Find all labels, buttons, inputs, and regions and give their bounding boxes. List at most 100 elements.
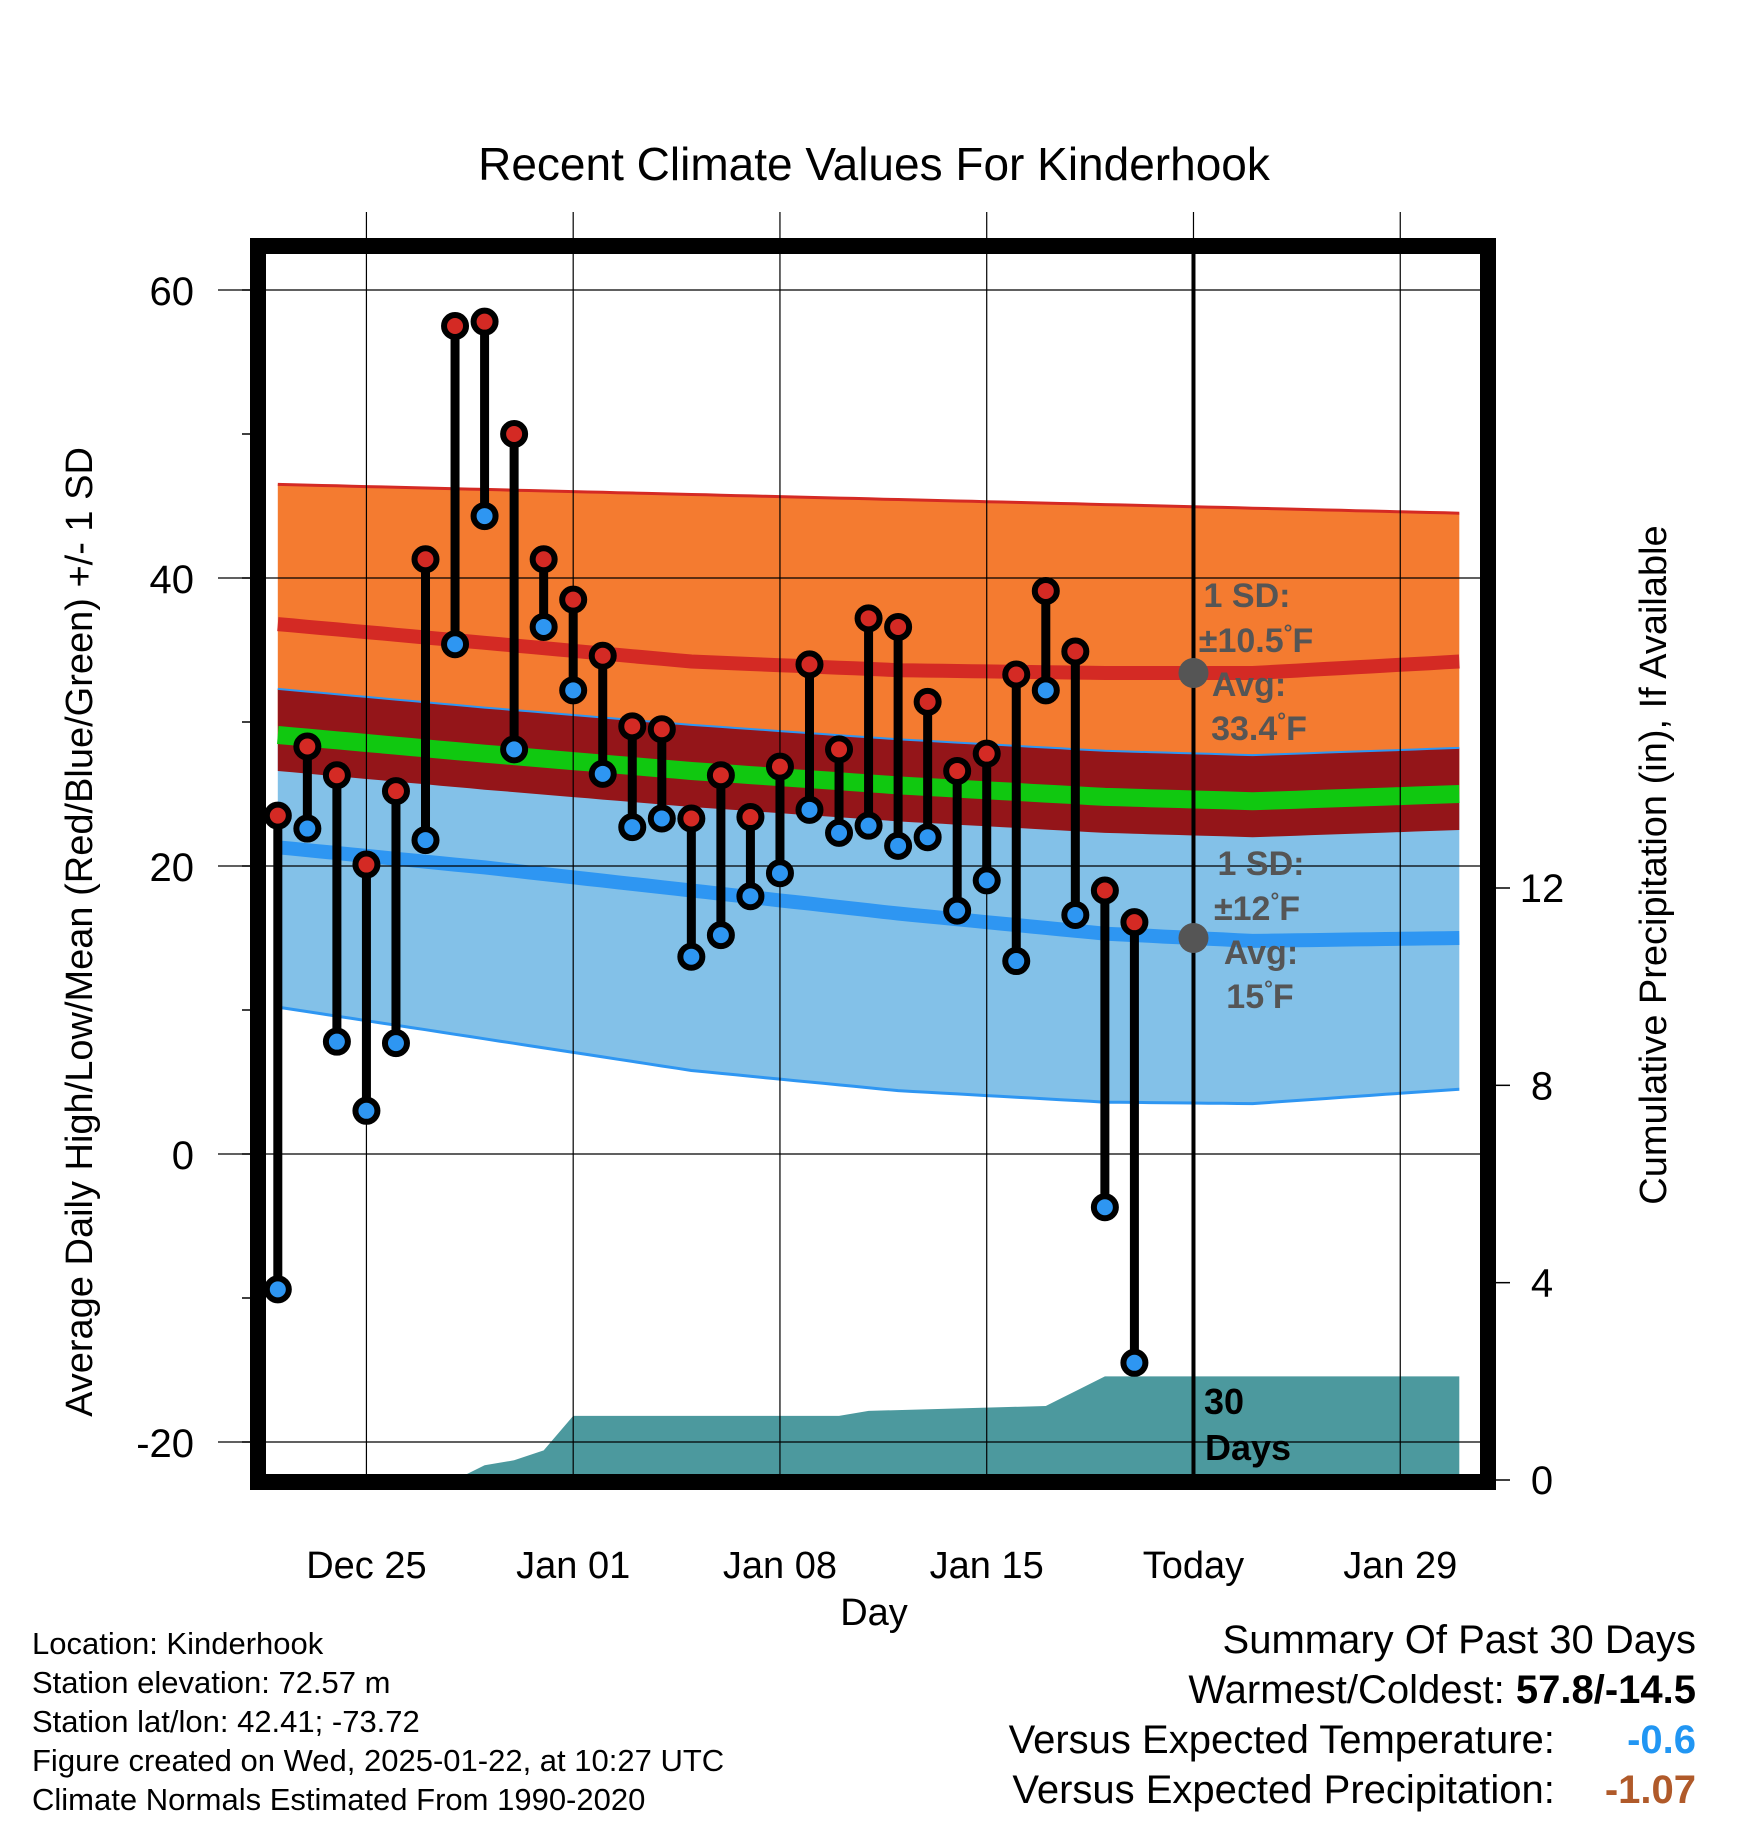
elevation-text: Station elevation: 72.57 m: [32, 1665, 391, 1700]
precip-annotation-group: 30 Days: [1204, 1381, 1291, 1468]
high-point: [411, 545, 440, 574]
high-point: [618, 712, 647, 741]
low-avg-label: Avg:: [1224, 934, 1298, 972]
high-point: [263, 801, 292, 830]
low-point: [441, 630, 470, 659]
y-tick-label: 20: [150, 846, 195, 890]
precip-anomaly-value: -1.07: [1604, 1768, 1696, 1812]
high-point: [825, 735, 854, 764]
low-point: [736, 882, 765, 911]
high-point: [322, 761, 351, 790]
high-point: [381, 777, 410, 806]
latlon-text: Station lat/lon: 42.41; -73.72: [32, 1704, 420, 1739]
temp-anomaly-value: -0.6: [1627, 1718, 1696, 1762]
high-point: [647, 715, 676, 744]
warm-cold-value: 57.8/-14.5: [1515, 1668, 1696, 1712]
high-point: [736, 803, 765, 832]
x-tick-label: Jan 01: [516, 1545, 630, 1587]
low-point: [263, 1275, 292, 1304]
high-point: [588, 641, 617, 670]
x-tick-label: Dec 25: [306, 1545, 426, 1587]
high-point: [1090, 876, 1119, 905]
high-point: [1002, 660, 1031, 689]
temp-anomaly-label: Versus Expected Temperature:: [1008, 1718, 1555, 1762]
x-tick-label: Jan 29: [1343, 1545, 1457, 1587]
high-point: [677, 804, 706, 833]
high-point: [500, 420, 529, 448]
low-lower-line: [277, 1005, 1460, 1106]
y2-tick-label: 4: [1531, 1262, 1553, 1306]
high-point: [1031, 576, 1060, 605]
low-point: [1120, 1348, 1149, 1377]
precip-days-number: 30: [1204, 1381, 1244, 1422]
y2-tick-label: 0: [1531, 1459, 1553, 1503]
location-text: Location: Kinderhook: [32, 1626, 324, 1661]
high-point: [470, 307, 499, 336]
station-info: Location: Kinderhook Station elevation: …: [32, 1624, 724, 1819]
high-avg-value: 33.4°F: [1211, 708, 1307, 748]
today-high-avg-marker: [1178, 658, 1209, 689]
high-upper-line: [277, 482, 1460, 515]
annotations-group: 1 SD: ±10.5°F Avg: 33.4°F 1 SD: ±12°F Avg: 15°F: [1199, 577, 1313, 1016]
low-point: [618, 813, 647, 842]
low-point: [943, 896, 972, 925]
x-tick-label: Jan 15: [930, 1545, 1044, 1587]
low-point: [972, 866, 1001, 895]
high-point: [1120, 908, 1149, 937]
normals-text: Climate Normals Estimated From 1990-2020: [32, 1782, 646, 1817]
low-point: [381, 1029, 410, 1058]
axes-group: -20 0 20 40 60 0 4 8 12 Dec 25 Jan 01 Jan 08 Jan 15 T…: [136, 270, 1564, 1587]
low-point: [647, 804, 676, 833]
precip-anomaly-label: Versus Expected Precipitation:: [1012, 1768, 1555, 1812]
high-point: [706, 761, 735, 790]
low-avg-value: 15°F: [1226, 976, 1293, 1016]
chart-title: Recent Climate Values For Kinderhook: [478, 138, 1271, 190]
high-point: [943, 756, 972, 785]
low-point: [765, 859, 794, 888]
y-tick-label: 0: [172, 1134, 194, 1178]
summary-panel: Summary Of Past 30 Days Warmest/Coldest:…: [1009, 1615, 1696, 1815]
warm-cold-row: Warmest/Coldest: 57.8/-14.5: [1009, 1665, 1696, 1715]
low-point: [795, 795, 824, 824]
high-point: [795, 650, 824, 679]
high-point: [559, 585, 588, 614]
low-point: [1031, 676, 1060, 705]
precip-days-label: Days: [1205, 1427, 1291, 1468]
summary-title: Summary Of Past 30 Days: [1222, 1618, 1696, 1662]
y-tick-label: -20: [136, 1422, 194, 1466]
low-point: [352, 1096, 381, 1125]
precip-area: [467, 1376, 1460, 1474]
high-point: [352, 850, 381, 879]
low-point: [322, 1027, 351, 1056]
plot-frame: [250, 238, 1496, 1490]
low-point: [677, 942, 706, 971]
high-sd-value: ±10.5°F: [1199, 620, 1313, 660]
x-axis-label: Day: [840, 1592, 908, 1634]
y-tick-label: 40: [150, 558, 195, 602]
x-tick-label: Jan 08: [723, 1545, 837, 1587]
low-point: [588, 759, 617, 788]
daily-values-group: [263, 307, 1149, 1377]
low-sd-label: 1 SD:: [1218, 845, 1305, 883]
low-point: [293, 814, 322, 843]
y-axis-label: Average Daily High/Low/Mean (Red/Blue/Gr…: [59, 447, 101, 1417]
low-point: [1061, 900, 1090, 929]
precip-anomaly-row: Versus Expected Precipitation: -1.07: [1009, 1765, 1696, 1815]
low-point: [884, 831, 913, 860]
low-point: [854, 811, 883, 840]
temp-anomaly-row: Versus Expected Temperature: -0.6: [1009, 1715, 1696, 1765]
low-point: [706, 921, 735, 950]
high-point: [765, 752, 794, 781]
warm-cold-label: Warmest/Coldest:: [1188, 1668, 1505, 1712]
high-avg-label: Avg:: [1212, 666, 1286, 704]
high-point: [441, 312, 470, 340]
y-tick-label: 60: [150, 270, 195, 314]
low-point: [1090, 1193, 1119, 1222]
y2-tick-label: 12: [1520, 867, 1565, 911]
high-point: [913, 687, 942, 716]
created-text: Figure created on Wed, 2025-01-22, at 10…: [32, 1743, 725, 1778]
high-point: [884, 612, 913, 641]
low-point: [913, 823, 942, 852]
low-point: [411, 826, 440, 855]
